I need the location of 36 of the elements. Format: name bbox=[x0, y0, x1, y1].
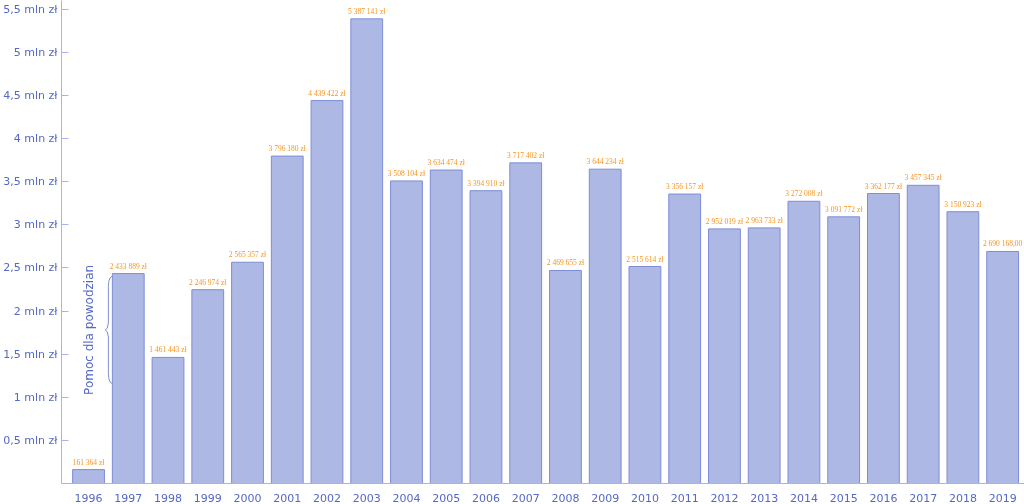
y-tick-label: 1 mln zł bbox=[13, 390, 59, 404]
annotation: Pomoc dla powodzian bbox=[81, 264, 96, 395]
x-tick-label: 2007 bbox=[511, 491, 540, 504]
x-tick-label: 2010 bbox=[630, 491, 659, 504]
x-tick-label: 2019 bbox=[988, 491, 1017, 504]
x-tick-label: 2012 bbox=[710, 491, 739, 504]
y-tick-label: 5,5 mln zł bbox=[3, 2, 59, 16]
x-tick-label: 2011 bbox=[670, 491, 699, 504]
x-tick-label: 2014 bbox=[789, 491, 818, 504]
x-tick-label: 2004 bbox=[392, 491, 421, 504]
y-tick-label: 5 mln zł bbox=[13, 45, 59, 59]
x-tick-label: 2005 bbox=[432, 491, 461, 504]
y-tick-label: 4 mln zł bbox=[13, 132, 59, 145]
y-tick-label: 0,5 mln zł bbox=[3, 433, 59, 447]
x-tick-label: 2009 bbox=[591, 491, 620, 504]
x-tick-label: 2000 bbox=[233, 491, 262, 504]
x-tick-label: 2018 bbox=[948, 491, 977, 504]
x-tick-label: 2015 bbox=[829, 491, 858, 504]
x-tick-label: 2003 bbox=[352, 491, 381, 504]
y-tick-label: 3 mln zł bbox=[13, 218, 59, 232]
x-tick-label: 2002 bbox=[312, 491, 341, 504]
x-tick-label: 1996 bbox=[74, 491, 103, 504]
y-tick-label: 1,5 mln zł bbox=[3, 347, 59, 361]
y-tick-label: 4,5 mln zł bbox=[3, 88, 59, 102]
x-tick-label: 2006 bbox=[471, 491, 500, 504]
x-tick-label: 2016 bbox=[869, 491, 898, 504]
x-tick-label: 1997 bbox=[114, 491, 143, 504]
y-tick-label: 2 mln zł bbox=[13, 304, 59, 318]
y-tick-label: 3,5 mln zł bbox=[3, 175, 59, 189]
x-tick-label: 2013 bbox=[750, 491, 779, 504]
x-tick-label: 2001 bbox=[273, 491, 302, 504]
x-tick-label: 1998 bbox=[154, 491, 183, 504]
x-tick-label: 1999 bbox=[193, 491, 222, 504]
x-tick-label: 2008 bbox=[551, 491, 580, 504]
y-tick-label: 2,5 mln zł bbox=[3, 261, 59, 275]
x-tick-label: 2017 bbox=[909, 491, 938, 504]
